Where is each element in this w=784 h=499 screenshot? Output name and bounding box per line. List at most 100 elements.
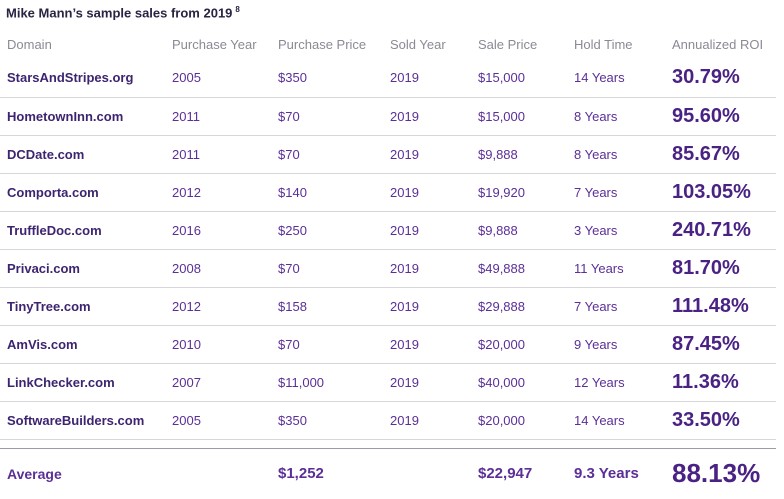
table-row: StarsAndStripes.org 2005 $350 2019 $15,000 14… [0, 59, 776, 98]
sold-year-cell: 2019 [390, 249, 478, 288]
roi-cell: 103.05% [672, 173, 776, 212]
sold-year-cell: 2019 [390, 97, 478, 136]
purchase-price-cell: $158 [278, 287, 390, 326]
table-row: AmVis.com 2010 $70 2019 $20,000 9 Years 87.45% [0, 325, 776, 364]
hold-time-cell: 12 Years [574, 363, 672, 402]
sale-price-cell: $15,000 [478, 97, 574, 136]
sold-year-cell: 2019 [390, 173, 478, 212]
table-row: Comporta.com 2012 $140 2019 $19,920 7 Years 10… [0, 173, 776, 212]
sold-year-cell: 2019 [390, 287, 478, 326]
header-row: Domain Purchase Year Purchase Price Sold… [0, 30, 776, 59]
purchase-year-cell: 2012 [172, 287, 278, 326]
table-row: LinkChecker.com 2007 $11,000 2019 $40,000 12 … [0, 363, 776, 402]
col-header-sold-year: Sold Year [390, 37, 446, 52]
purchase-year-cell: 2008 [172, 249, 278, 288]
purchase-year-cell: 2007 [172, 363, 278, 402]
hold-time-cell: 7 Years [574, 173, 672, 212]
purchase-year-cell: 2011 [172, 135, 278, 174]
sale-price-cell: $15,000 [478, 59, 574, 98]
sold-year-cell: 2019 [390, 401, 478, 440]
hold-time-cell: 11 Years [574, 249, 672, 288]
purchase-price-cell: $70 [278, 97, 390, 136]
sale-price-cell: $29,888 [478, 287, 574, 326]
purchase-price-cell: $70 [278, 135, 390, 174]
average-purchase-price: $1,252 [278, 465, 324, 482]
table-row: TinyTree.com 2012 $158 2019 $29,888 7 Years 11… [0, 287, 776, 326]
average-label: Average [7, 465, 62, 482]
col-header-domain: Domain [7, 37, 52, 52]
sale-price-cell: $20,000 [478, 401, 574, 440]
average-row: Average $1,252 $22,947 9.3 Years 88.13% [0, 448, 776, 499]
domain-cell: DCDate.com [0, 135, 172, 174]
table-row: HometownInn.com 2011 $70 2019 $15,000 8 Years… [0, 97, 776, 136]
purchase-price-cell: $70 [278, 325, 390, 364]
col-header-purchase-year: Purchase Year [172, 37, 257, 52]
average-roi: 88.13% [672, 458, 761, 488]
purchase-price-cell: $250 [278, 211, 390, 250]
hold-time-cell: 14 Years [574, 59, 672, 98]
sale-price-cell: $9,888 [478, 211, 574, 250]
sale-price-cell: $19,920 [478, 173, 574, 212]
hold-time-cell: 3 Years [574, 211, 672, 250]
footnote-marker: 8 [235, 5, 240, 14]
domain-cell: TruffleDoc.com [0, 211, 172, 250]
hold-time-cell: 8 Years [574, 97, 672, 136]
average-sale-price: $22,947 [478, 465, 533, 482]
table-row: DCDate.com 2011 $70 2019 $9,888 8 Years 85.67% [0, 135, 776, 174]
hold-time-cell: 9 Years [574, 325, 672, 364]
roi-cell: 30.79% [672, 59, 776, 98]
domain-cell: Privaci.com [0, 249, 172, 288]
hold-time-cell: 7 Years [574, 287, 672, 326]
col-header-purchase-price: Purchase Price [278, 37, 367, 52]
roi-cell: 81.70% [672, 249, 776, 288]
roi-cell: 11.36% [672, 363, 776, 402]
roi-cell: 33.50% [672, 401, 776, 440]
domain-cell: HometownInn.com [0, 97, 172, 136]
col-header-hold-time: Hold Time [574, 37, 633, 52]
table-row: SoftwareBuilders.com 2005 $350 2019 $20,000 1… [0, 401, 776, 440]
table-row: Privaci.com 2008 $70 2019 $49,888 11 Years 81.… [0, 249, 776, 288]
sale-price-cell: $9,888 [478, 135, 574, 174]
purchase-year-cell: 2011 [172, 97, 278, 136]
sale-price-cell: $49,888 [478, 249, 574, 288]
title-text: Mike Mann’s sample sales from 2019 [6, 5, 233, 21]
sale-price-cell: $20,000 [478, 325, 574, 364]
domain-cell: Comporta.com [0, 173, 172, 212]
purchase-year-cell: 2005 [172, 59, 278, 98]
sold-year-cell: 2019 [390, 325, 478, 364]
domain-cell: LinkChecker.com [0, 363, 172, 402]
page-title: Mike Mann’s sample sales from 2019 8 [6, 5, 240, 20]
sales-table: Domain Purchase Year Purchase Price Sold… [0, 30, 776, 499]
sold-year-cell: 2019 [390, 211, 478, 250]
purchase-price-cell: $11,000 [278, 363, 390, 402]
table-divider [0, 439, 776, 449]
hold-time-cell: 8 Years [574, 135, 672, 174]
sold-year-cell: 2019 [390, 363, 478, 402]
purchase-year-cell: 2010 [172, 325, 278, 364]
average-sold-year [390, 448, 478, 499]
roi-cell: 85.67% [672, 135, 776, 174]
purchase-price-cell: $350 [278, 59, 390, 98]
average-hold-time: 9.3 Years [574, 465, 639, 482]
sold-year-cell: 2019 [390, 135, 478, 174]
table-row: TruffleDoc.com 2016 $250 2019 $9,888 3 Years 2… [0, 211, 776, 250]
roi-cell: 240.71% [672, 211, 776, 250]
purchase-price-cell: $70 [278, 249, 390, 288]
sale-price-cell: $40,000 [478, 363, 574, 402]
purchase-price-cell: $140 [278, 173, 390, 212]
domain-cell: StarsAndStripes.org [0, 59, 172, 98]
purchase-year-cell: 2012 [172, 173, 278, 212]
purchase-price-cell: $350 [278, 401, 390, 440]
roi-cell: 95.60% [672, 97, 776, 136]
col-header-sale-price: Sale Price [478, 37, 538, 52]
purchase-year-cell: 2016 [172, 211, 278, 250]
sold-year-cell: 2019 [390, 59, 478, 98]
hold-time-cell: 14 Years [574, 401, 672, 440]
roi-cell: 111.48% [672, 287, 776, 326]
roi-cell: 87.45% [672, 325, 776, 364]
domain-cell: SoftwareBuilders.com [0, 401, 172, 440]
col-header-annualized-roi: Annualized ROI [672, 37, 764, 52]
domain-cell: TinyTree.com [0, 287, 172, 326]
average-purchase-year [172, 448, 278, 499]
purchase-year-cell: 2005 [172, 401, 278, 440]
